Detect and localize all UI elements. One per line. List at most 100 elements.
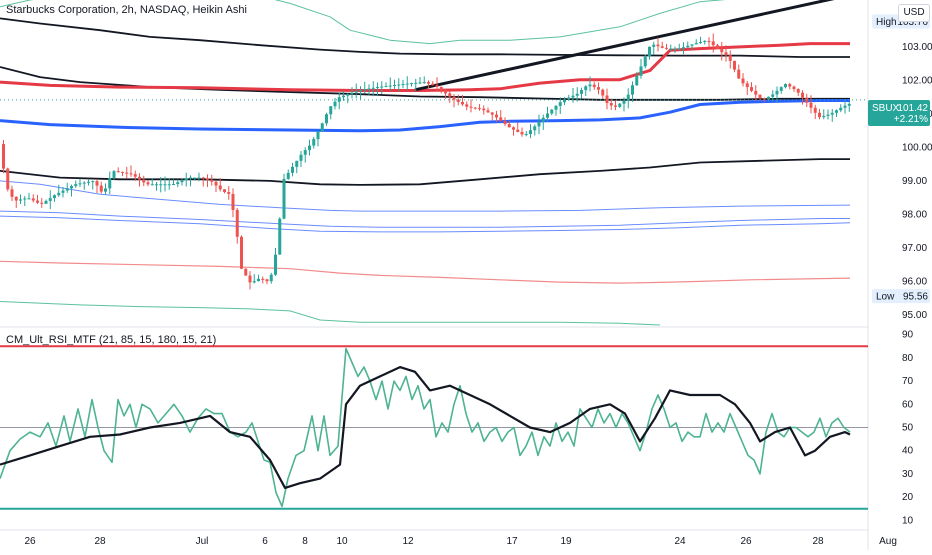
time-tick-label: 28 <box>812 536 824 547</box>
candle-body <box>418 82 422 84</box>
candle-body <box>138 176 141 180</box>
candle-body <box>758 94 762 99</box>
candle-body <box>635 75 639 86</box>
candle-body <box>125 172 129 174</box>
candle-body <box>95 181 99 186</box>
series-rsi-signal <box>0 366 851 489</box>
candle-body <box>779 87 783 91</box>
candle-body <box>439 86 443 91</box>
candle-body <box>121 171 124 173</box>
time-tick-label: 26 <box>24 536 36 547</box>
candle-body <box>36 200 39 203</box>
candle-body <box>469 106 473 108</box>
rsi-tick-label: 20 <box>902 492 914 503</box>
price-tick-label: 100.00 <box>902 142 932 153</box>
series-red-band <box>0 42 850 92</box>
candle-body <box>244 268 248 276</box>
candle-body <box>826 114 830 116</box>
candle-body <box>737 69 741 79</box>
candle-body <box>61 190 65 193</box>
candle-body <box>805 97 809 103</box>
rsi-tick-label: 50 <box>902 423 914 434</box>
candle-body <box>329 106 333 115</box>
candle-body <box>295 160 299 167</box>
rsi-tick-label: 90 <box>902 330 914 341</box>
candle-body <box>733 60 736 70</box>
candle-body <box>495 114 498 118</box>
candle-body <box>53 195 56 199</box>
candle-body <box>57 192 61 196</box>
candle-body <box>299 154 303 161</box>
candle-body <box>809 102 813 108</box>
series-blue-band <box>0 99 850 133</box>
candle-body <box>822 115 826 118</box>
low-badge-label: Low <box>876 292 895 303</box>
candle-body <box>673 48 677 50</box>
candle-body <box>354 91 358 93</box>
candle-body <box>465 104 469 107</box>
candle-body <box>690 44 694 46</box>
candle-body <box>486 110 490 113</box>
candle-body <box>618 103 622 107</box>
candle-body <box>333 101 337 107</box>
candle-body <box>728 55 732 61</box>
price-badge-ticker: SBUX <box>872 103 900 114</box>
candle-body <box>393 85 396 87</box>
candle-body <box>818 112 821 118</box>
series-thin-blue-1 <box>0 180 851 212</box>
candle-body <box>214 181 218 186</box>
candle-body <box>380 86 384 88</box>
candle-body <box>456 99 460 102</box>
candle-body <box>503 120 507 125</box>
price-tick-label: 96.00 <box>902 276 927 287</box>
candle-body <box>801 92 804 98</box>
candle-body <box>248 275 252 283</box>
candle-body <box>711 41 715 46</box>
candle-body <box>193 177 197 179</box>
candle-body <box>31 198 35 201</box>
currency-button[interactable]: USD <box>898 4 930 22</box>
candle-body <box>461 101 464 105</box>
candle-body <box>257 278 260 282</box>
high-badge-label: High <box>876 17 897 28</box>
candle-body <box>308 145 311 151</box>
price-tick-label: 98.00 <box>902 209 927 220</box>
candle-body <box>422 82 426 84</box>
candle-body <box>108 177 112 189</box>
low-badge-bg <box>872 289 930 304</box>
candle-body <box>639 66 643 76</box>
candle-body <box>575 93 579 96</box>
candle-body <box>563 99 566 103</box>
candle-body <box>91 181 95 183</box>
candle-body <box>835 110 838 113</box>
candle-body <box>427 82 430 84</box>
candle-body <box>448 93 452 97</box>
candle-body <box>146 182 150 185</box>
candle-body <box>512 127 515 130</box>
candle-body <box>159 184 163 186</box>
candle-body <box>571 95 575 98</box>
candle-body <box>342 95 345 98</box>
candle-body <box>172 184 175 186</box>
series-trendline <box>414 0 835 92</box>
candle-body <box>10 189 14 197</box>
candle-body <box>240 236 243 269</box>
candle-body <box>750 87 753 91</box>
candle-body <box>180 180 184 183</box>
candle-body <box>537 122 541 127</box>
candle-body <box>622 100 626 104</box>
candle-body <box>444 90 447 94</box>
candle-body <box>813 107 817 113</box>
candle-body <box>597 87 600 90</box>
candle-body <box>601 89 605 96</box>
rsi-tick-label: 40 <box>902 446 914 457</box>
series-lower-black <box>0 158 850 186</box>
candle-body <box>320 123 324 132</box>
candle-body <box>155 184 158 186</box>
candle-body <box>133 174 137 177</box>
candle-body <box>533 126 537 131</box>
candle-body <box>643 56 647 67</box>
candle-body <box>184 178 188 181</box>
candle-body <box>359 90 362 92</box>
